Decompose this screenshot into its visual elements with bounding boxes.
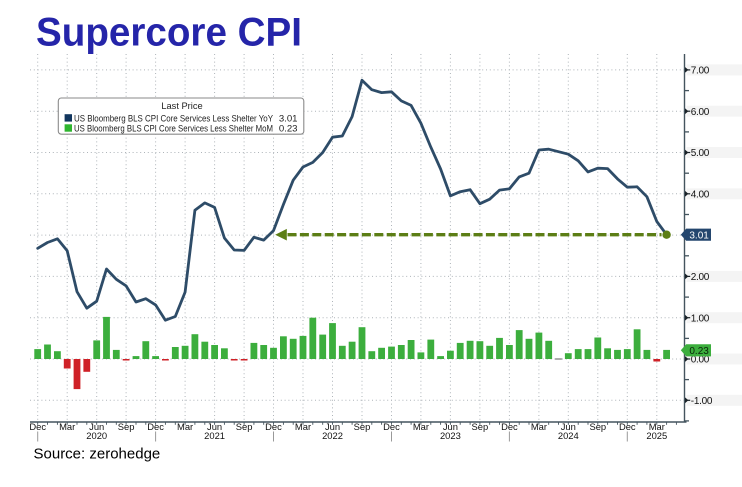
svg-text:2020: 2020 [86,430,107,441]
svg-text:5.00: 5.00 [691,148,710,159]
svg-text:Sep: Sep [118,421,135,432]
svg-text:7.00: 7.00 [691,66,710,77]
svg-text:2023: 2023 [440,430,461,441]
svg-text:1.00: 1.00 [691,313,710,324]
svg-text:Sep: Sep [354,421,371,432]
svg-text:Dec: Dec [501,421,518,432]
svg-text:3.01: 3.01 [689,230,709,241]
svg-text:6.00: 6.00 [691,107,710,118]
svg-text:Dec: Dec [147,421,164,432]
svg-text:Dec: Dec [383,421,400,432]
svg-text:0.23: 0.23 [279,123,298,134]
svg-text:Mar: Mar [413,421,429,432]
svg-text:Source: zerohedge: Source: zerohedge [34,445,161,462]
svg-text:2025: 2025 [646,430,667,441]
svg-text:Last Price: Last Price [161,101,202,111]
svg-text:0.23: 0.23 [689,346,709,357]
svg-text:Sep: Sep [236,421,253,432]
svg-text:2024: 2024 [558,430,579,441]
svg-text:Mar: Mar [177,421,193,432]
svg-text:4.00: 4.00 [691,189,710,200]
svg-text:Dec: Dec [265,421,282,432]
svg-text:Supercore CPI: Supercore CPI [36,11,302,55]
svg-text:Mar: Mar [531,421,547,432]
svg-text:Sep: Sep [472,421,489,432]
svg-text:Dec: Dec [29,421,46,432]
svg-text:2022: 2022 [322,430,343,441]
svg-text:Dec: Dec [619,421,636,432]
svg-text:Mar: Mar [59,421,75,432]
svg-text:Mar: Mar [295,421,311,432]
svg-text:2.00: 2.00 [691,272,710,283]
svg-text:-1.00: -1.00 [691,396,713,407]
svg-text:2021: 2021 [204,430,225,441]
svg-text:US Bloomberg BLS CPI Core Serv: US Bloomberg BLS CPI Core Services Less … [74,123,273,134]
svg-text:Sep: Sep [589,421,606,432]
